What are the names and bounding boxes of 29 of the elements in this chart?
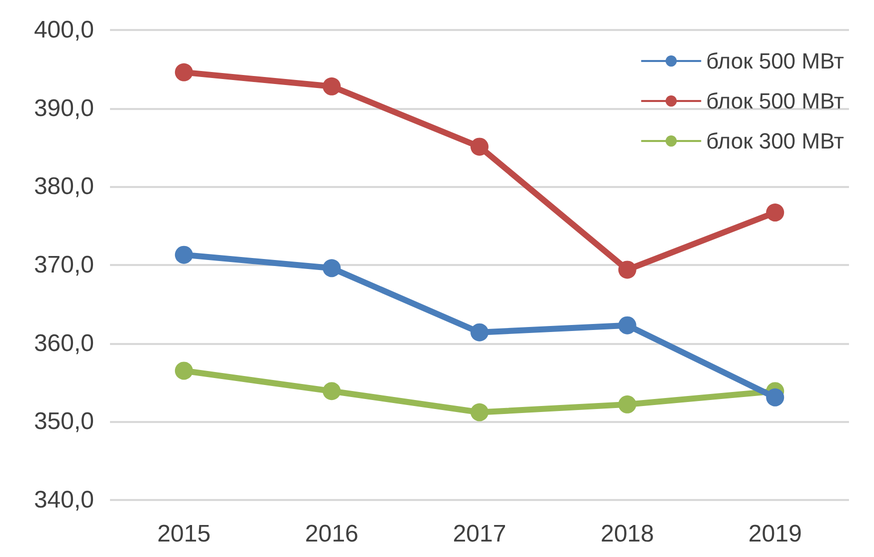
- y-tick-label: 360,0: [34, 330, 94, 357]
- y-tick-label: 350,0: [34, 408, 94, 436]
- x-tick-label: 2019: [748, 520, 802, 548]
- point: [322, 77, 341, 96]
- point: [174, 63, 193, 82]
- point: [322, 382, 341, 400]
- y-tick-label: 390,0: [34, 94, 94, 122]
- point: [470, 138, 488, 156]
- point: [470, 403, 488, 422]
- point: [766, 388, 784, 406]
- point: [174, 246, 193, 264]
- x-tick-label: 2017: [452, 520, 506, 548]
- point: [470, 323, 488, 342]
- legend-label: блок 500 МВт: [706, 48, 844, 74]
- x-tick-label: 2015: [157, 520, 211, 548]
- y-tick-label: 380,0: [34, 173, 94, 200]
- y-tick-label: 400,0: [34, 16, 94, 44]
- point: [322, 259, 341, 278]
- point: [618, 316, 636, 334]
- point: [766, 204, 784, 222]
- y-tick-label: 340,0: [34, 486, 94, 514]
- legend-label: блок 500 МВт: [706, 88, 844, 114]
- point: [174, 362, 193, 380]
- legend-label: блок 300 МВт: [706, 128, 844, 154]
- y-tick-label: 370,0: [34, 252, 94, 278]
- x-tick-label: 2016: [305, 520, 358, 548]
- point: [618, 395, 636, 414]
- point: [618, 260, 636, 279]
- x-tick-label: 2018: [600, 520, 654, 548]
